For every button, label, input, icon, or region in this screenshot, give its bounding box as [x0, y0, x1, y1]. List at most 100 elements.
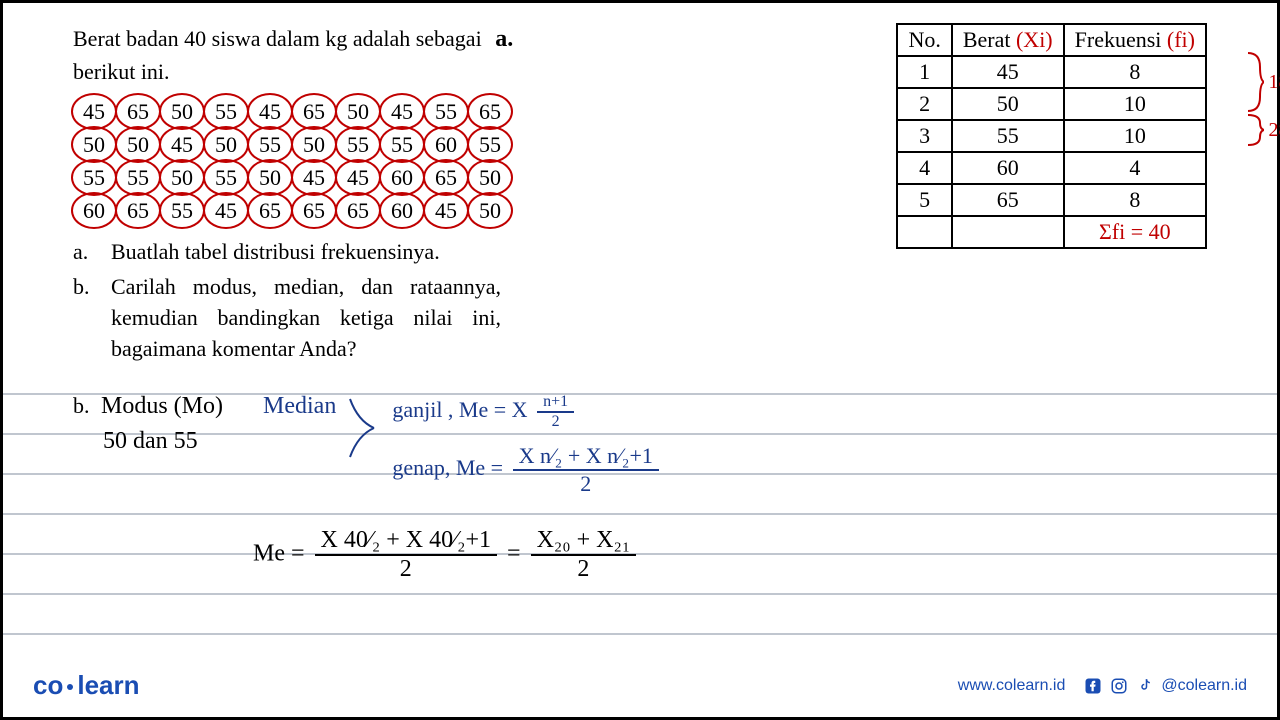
table-cell: 8: [1064, 184, 1206, 216]
sub-b-text: Carilah modus, median, dan rataannya, ke…: [111, 272, 501, 364]
intro-line-2: berikut ini.: [73, 59, 170, 84]
sub-a-text: Buatlah tabel distribusi frekuensinya.: [111, 237, 501, 268]
data-value: 45: [425, 194, 467, 227]
table-cell: 4: [897, 152, 951, 184]
table-row: 4604: [897, 152, 1206, 184]
sub-b-label: b.: [73, 272, 97, 364]
header-berat-text: Berat: [963, 27, 1011, 52]
page-content: Berat badan 40 siswa dalam kg adalah seb…: [73, 23, 1207, 369]
brace-28: 28: [1246, 113, 1280, 147]
question-text: Berat badan 40 siswa dalam kg adalah seb…: [73, 23, 876, 369]
sub-question-b: b. Carilah modus, median, dan rataannya,…: [73, 272, 876, 364]
table-cell: 8: [1064, 56, 1206, 88]
annotation-a: a.: [495, 26, 513, 52]
note-median-block: Median ganjil , Me = X n+1 2: [263, 393, 663, 497]
note-modus-label: Modus (Mo): [101, 393, 223, 419]
sub-a-label: a.: [73, 237, 97, 268]
note-b-label: b.: [73, 393, 90, 418]
header-frek: Frekuensi (fi): [1064, 24, 1206, 56]
data-value: 55: [73, 161, 115, 194]
table-cell: 4: [1064, 152, 1206, 184]
brace-18-label: 18: [1268, 71, 1280, 94]
data-value: 65: [337, 194, 379, 227]
note-ganjil: ganjil , Me = X n+1 2: [392, 393, 663, 431]
table-cell: 10: [1064, 120, 1206, 152]
instagram-icon: [1109, 676, 1129, 696]
facebook-icon: [1083, 676, 1103, 696]
data-value: 65: [117, 194, 159, 227]
sum-empty-2: [952, 216, 1064, 248]
data-value: 50: [469, 194, 511, 227]
question-row: Berat badan 40 siswa dalam kg adalah seb…: [73, 23, 1207, 369]
header-berat: Berat (Xi): [952, 24, 1064, 56]
notes-area: b. Modus (Mo) 50 dan 55 Median ganjil , …: [3, 393, 1277, 583]
data-value: 45: [293, 161, 335, 194]
data-value: 65: [249, 194, 291, 227]
table-cell: 55: [952, 120, 1064, 152]
data-value: 55: [117, 161, 159, 194]
social-icons: @colearn.id: [1083, 676, 1247, 696]
logo-dot-icon: [67, 684, 73, 690]
data-value: 65: [293, 95, 335, 128]
note-b-col1: b. Modus (Mo) 50 dan 55: [73, 393, 223, 455]
brace-28-label: 28: [1268, 119, 1280, 142]
data-value: 50: [469, 161, 511, 194]
table-cell: 2: [897, 88, 951, 120]
data-value: 55: [205, 95, 247, 128]
table-cell: 45: [952, 56, 1064, 88]
footer-url: www.colearn.id: [958, 677, 1066, 695]
data-row-2: 50504550555055556055: [73, 128, 876, 161]
data-row-3: 55555055504545606550: [73, 161, 876, 194]
brace-18: 18: [1246, 51, 1280, 113]
handwritten-notes: b. Modus (Mo) 50 dan 55 Median ganjil , …: [3, 393, 1277, 583]
table-cell: 50: [952, 88, 1064, 120]
data-value: 50: [337, 95, 379, 128]
data-value: 55: [161, 194, 203, 227]
data-value: 45: [249, 95, 291, 128]
sub-questions: a. Buatlah tabel distribusi frekuensinya…: [73, 237, 876, 364]
data-value: 60: [381, 194, 423, 227]
table-cell: 65: [952, 184, 1064, 216]
data-value: 65: [293, 194, 335, 227]
header-xi: (Xi): [1016, 27, 1053, 52]
intro-line-1: Berat badan 40 siswa dalam kg adalah seb…: [73, 26, 482, 51]
sum-label: Σfi = 40: [1064, 216, 1206, 248]
data-value: 45: [161, 128, 203, 161]
table-cell: 5: [897, 184, 951, 216]
footer-right: www.colearn.id @colearn.id: [958, 676, 1247, 696]
data-grid: 45655055456550455565 5050455055505555605…: [73, 95, 876, 227]
data-value: 50: [205, 128, 247, 161]
data-value: 50: [161, 95, 203, 128]
data-value: 55: [381, 128, 423, 161]
data-value: 55: [249, 128, 291, 161]
frequency-table-wrap: No. Berat (Xi) Frekuensi (fi) 1458250103…: [896, 23, 1207, 369]
data-value: 45: [205, 194, 247, 227]
note-modus-value: 50 dan 55: [103, 428, 223, 455]
data-value: 50: [293, 128, 335, 161]
footer-handle: @colearn.id: [1161, 677, 1247, 695]
data-value: 45: [337, 161, 379, 194]
logo-co: co: [33, 670, 63, 700]
data-value: 65: [117, 95, 159, 128]
table-row: 25010: [897, 88, 1206, 120]
data-value: 50: [161, 161, 203, 194]
data-row-4: 60655545656565604550: [73, 194, 876, 227]
data-value: 50: [117, 128, 159, 161]
table-cell: 3: [897, 120, 951, 152]
brand-logo: colearn: [33, 670, 140, 701]
data-value: 65: [469, 95, 511, 128]
data-value: 50: [249, 161, 291, 194]
table-row: 35510: [897, 120, 1206, 152]
question-intro: Berat badan 40 siswa dalam kg adalah seb…: [73, 23, 876, 87]
data-value: 60: [73, 194, 115, 227]
note-me-equation: Me = X 40⁄₂ + X 40⁄₂+1 2 = X₂₀ + X₂₁ 2: [253, 527, 1277, 583]
table-cell: 60: [952, 152, 1064, 184]
frequency-table: No. Berat (Xi) Frekuensi (fi) 1458250103…: [896, 23, 1207, 249]
data-value: 55: [425, 95, 467, 128]
table-row: 1458: [897, 56, 1206, 88]
logo-learn: learn: [77, 670, 139, 700]
note-median-label: Median: [263, 393, 336, 420]
data-row-1: 45655055456550455565: [73, 95, 876, 128]
data-value: 45: [381, 95, 423, 128]
note-genap: genap, Me = X n⁄₂ + X n⁄₂+1 2: [392, 443, 663, 497]
